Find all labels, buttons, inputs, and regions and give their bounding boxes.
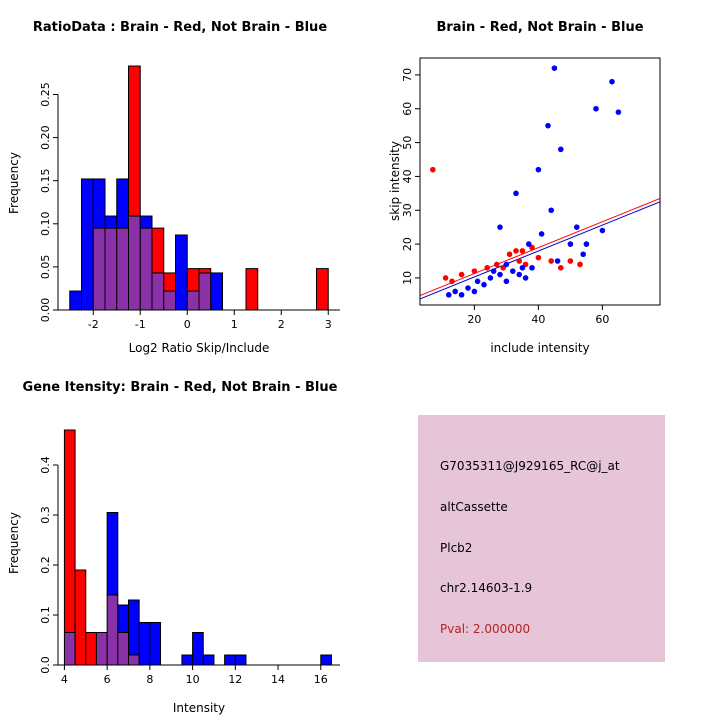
svg-text:16: 16 xyxy=(314,673,328,686)
svg-text:0.0: 0.0 xyxy=(39,656,52,674)
svg-text:10: 10 xyxy=(401,271,414,285)
svg-text:0.25: 0.25 xyxy=(39,82,52,107)
svg-text:12: 12 xyxy=(228,673,242,686)
svg-text:0.4: 0.4 xyxy=(39,456,52,474)
svg-text:10: 10 xyxy=(186,673,200,686)
svg-text:0.1: 0.1 xyxy=(39,606,52,624)
svg-text:8: 8 xyxy=(146,673,153,686)
svg-text:0: 0 xyxy=(184,318,191,331)
info-panel: G7035311@J929165_RC@j_at altCassette Plc… xyxy=(418,415,665,662)
svg-text:0.2: 0.2 xyxy=(39,556,52,574)
svg-text:-2: -2 xyxy=(88,318,99,331)
info-panel-region: G7035311@J929165_RC@j_at altCassette Plc… xyxy=(360,360,720,720)
svg-text:60: 60 xyxy=(595,313,609,326)
svg-text:40: 40 xyxy=(531,313,545,326)
svg-text:-1: -1 xyxy=(135,318,146,331)
svg-text:4: 4 xyxy=(61,673,68,686)
svg-text:20: 20 xyxy=(401,237,414,251)
gene-intensity-histogram-xlabel: Intensity xyxy=(172,701,226,715)
svg-text:30: 30 xyxy=(401,203,414,217)
ratio-histogram-panel: -2 -1 0 1 2 3 0.00 0.05 0.10 0.15 0.20 0.25 RatioDa… xyxy=(0,0,360,360)
intensity-scatter-chart: 20 40 60 10 20 30 40 50 60 70 xyxy=(401,57,661,326)
svg-text:0.3: 0.3 xyxy=(39,506,52,524)
svg-text:40: 40 xyxy=(401,169,414,183)
ratio-histogram-xlabel: Log2 Ratio Skip/Include xyxy=(128,341,270,355)
intensity-scatter-title: Brain - Red, Not Brain - Blue xyxy=(436,20,644,35)
svg-text:60: 60 xyxy=(401,102,414,116)
svg-text:14: 14 xyxy=(271,673,285,686)
svg-text:50: 50 xyxy=(401,136,414,150)
gene-intensity-histogram-chart: 4 6 8 10 12 14 16 0.0 0.1 0.2 0.3 0.4 xyxy=(39,429,340,686)
gene-intensity-histogram-ylabel: Frequency xyxy=(7,512,21,574)
svg-text:6: 6 xyxy=(104,673,111,686)
ratio-histogram-ylabel: Frequency xyxy=(7,152,21,214)
pval-text: Pval: 2.000000 xyxy=(440,622,531,636)
intensity-scatter-panel: 20 40 60 10 20 30 40 50 60 70 Brain - Red, Not Br… xyxy=(360,0,720,360)
svg-text:1: 1 xyxy=(231,318,238,331)
event-type-text: altCassette xyxy=(440,499,508,514)
genomic-location-text: chr2.14603-1.9 xyxy=(440,581,533,596)
probe-id-text: G7035311@J929165_RC@j_at xyxy=(440,459,620,473)
gene-intensity-histogram-panel: 4 6 8 10 12 14 16 0.0 0.1 0.2 0.3 0.4 Gene Itensity… xyxy=(0,360,360,720)
gene-intensity-histogram-title: Gene Itensity: Brain - Red, Not Brain - … xyxy=(22,380,338,395)
svg-text:20: 20 xyxy=(467,313,481,326)
svg-text:70: 70 xyxy=(401,68,414,82)
intensity-scatter-ylabel: skip intensity xyxy=(388,141,402,221)
svg-text:0.20: 0.20 xyxy=(39,125,52,150)
svg-text:0.05: 0.05 xyxy=(39,255,52,280)
ratio-histogram-title: RatioData : Brain - Red, Not Brain - Blu… xyxy=(32,20,328,35)
svg-text:3: 3 xyxy=(325,318,332,331)
svg-text:2: 2 xyxy=(278,318,285,331)
intensity-scatter-xlabel: include intensity xyxy=(490,341,590,355)
gene-name-text: Plcb2 xyxy=(440,540,473,555)
ratio-histogram-chart: -2 -1 0 1 2 3 0.00 0.05 0.10 0.15 0.20 0.25 xyxy=(39,65,340,331)
svg-text:0.15: 0.15 xyxy=(39,168,52,193)
svg-text:0.00: 0.00 xyxy=(39,298,52,323)
svg-text:0.10: 0.10 xyxy=(39,212,52,237)
